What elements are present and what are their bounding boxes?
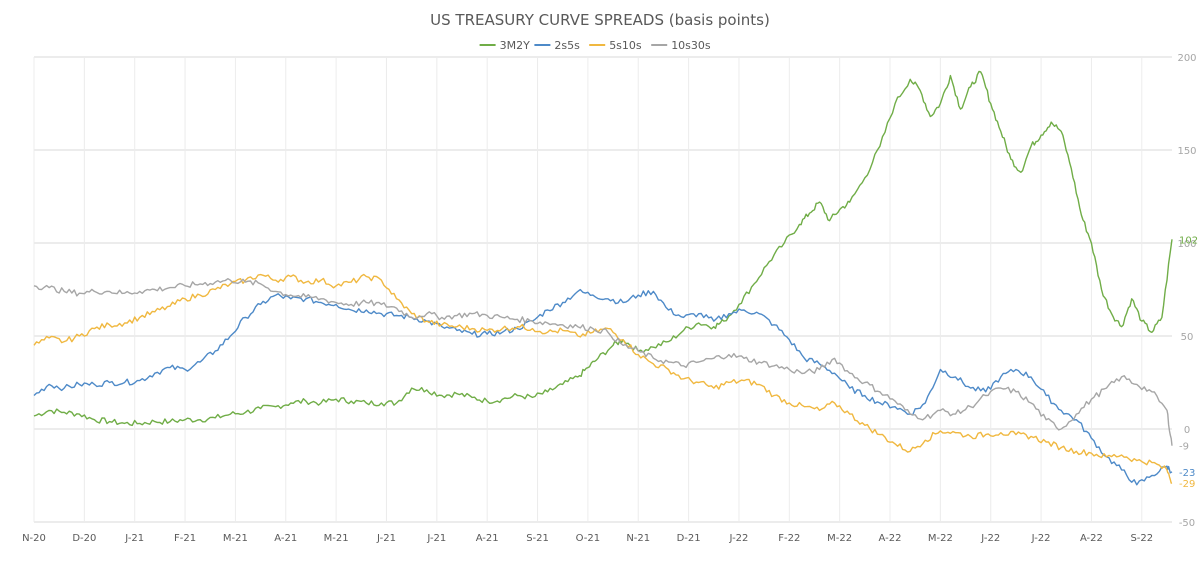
end-value-label: -23 <box>1179 468 1195 479</box>
legend-item: 2s5s <box>534 39 580 52</box>
y-tick-label: 150 <box>1177 146 1196 157</box>
legend-label: 10s30s <box>671 39 711 52</box>
legend-label: 2s5s <box>554 39 580 52</box>
x-tick-label: J-21 <box>124 533 144 544</box>
x-tick-label: M-22 <box>827 533 852 544</box>
y-tick-label: 0 <box>1184 425 1190 436</box>
x-tick-label: J-22 <box>980 533 1000 544</box>
series-line-10s30s <box>33 278 1173 446</box>
x-tick-label: M-22 <box>928 533 953 544</box>
y-tick-label: -50 <box>1179 518 1195 529</box>
x-tick-label: S-22 <box>1130 533 1153 544</box>
x-tick-label: S-21 <box>526 533 549 544</box>
y-tick-label: 50 <box>1181 332 1194 343</box>
x-tick-label: J-21 <box>376 533 396 544</box>
x-tick-label: A-22 <box>879 533 902 544</box>
x-tick-label: J-21 <box>426 533 446 544</box>
end-value-label: -9 <box>1179 442 1189 453</box>
legend-label: 3M2Y <box>500 39 530 52</box>
x-tick-label: A-22 <box>1080 533 1103 544</box>
legend: 3M2Y 2s5s 5s10s 10s30s <box>479 39 711 52</box>
x-tick-label: J-22 <box>1031 533 1051 544</box>
legend-item: 3M2Y <box>479 39 530 52</box>
x-tick-label: N-21 <box>626 533 650 544</box>
legend-item: 10s30s <box>651 39 711 52</box>
x-tick-label: F-21 <box>174 533 196 544</box>
x-tick-label: F-22 <box>778 533 800 544</box>
legend-label: 5s10s <box>609 39 642 52</box>
end-labels: 102 -23-29 -9 <box>1179 235 1198 490</box>
x-tick-label: D-20 <box>72 533 96 544</box>
end-value-label: -29 <box>1179 479 1195 490</box>
y-tick-label: 200 <box>1177 53 1196 64</box>
legend-item: 5s10s <box>589 39 642 52</box>
series-line-5s10s <box>33 273 1173 484</box>
x-tick-label: D-21 <box>677 533 701 544</box>
x-tick-label: J-22 <box>728 533 748 544</box>
x-axis: N-20 D-20 J-21 F-21 M-21 A-21 M-21 J-21 J-21 A-21… <box>22 533 1153 544</box>
x-tick-label: A-21 <box>274 533 297 544</box>
gridlines <box>33 56 1172 523</box>
x-tick-label: N-20 <box>22 533 46 544</box>
series-line-3m2y <box>33 70 1173 427</box>
series-lines <box>33 70 1173 486</box>
chart-title: US TREASURY CURVE SPREADS (basis points) <box>430 11 770 29</box>
x-tick-label: M-21 <box>223 533 248 544</box>
y-axis: 200 150 100 50 0 -50 <box>1177 53 1196 529</box>
end-value-label: 102 <box>1179 235 1198 246</box>
x-tick-label: O-21 <box>576 533 600 544</box>
x-tick-label: M-21 <box>324 533 349 544</box>
x-tick-label: A-21 <box>476 533 499 544</box>
y-tick-label: 100 <box>1177 239 1196 250</box>
series-line-2s5s <box>33 288 1173 486</box>
